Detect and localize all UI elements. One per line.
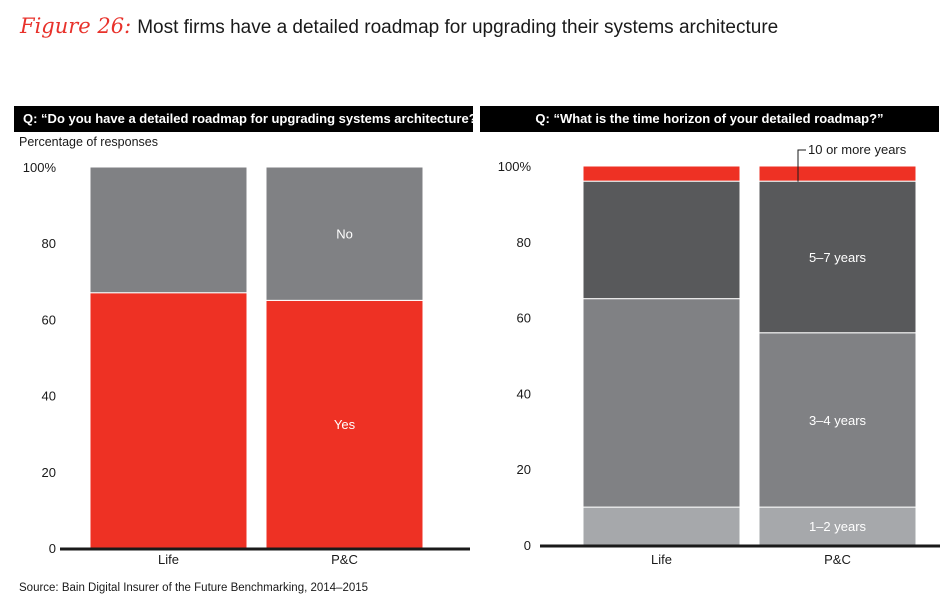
bar-segment-h_3_4 [758, 332, 917, 508]
y-tick-label: 60 [517, 311, 531, 326]
segment-label: 3–4 years [809, 413, 867, 428]
y-tick-label: 20 [517, 462, 531, 477]
bar-segment-h_10 [758, 165, 917, 182]
figure-label: Figure 26: [20, 14, 132, 38]
category-label: Life [651, 552, 672, 567]
bar-segment-yes [89, 292, 248, 549]
y-tick-label: 80 [42, 236, 56, 251]
category-label: P&C [824, 552, 851, 567]
y-tick-label: 0 [49, 541, 56, 556]
bar-segment-h_10 [582, 165, 741, 182]
category-label: P&C [331, 552, 358, 567]
source-note: Source: Bain Digital Insurer of the Futu… [19, 582, 369, 594]
bar-segment-h_3_4 [582, 298, 741, 508]
y-tick-label: 0 [524, 538, 531, 553]
y-tick-label: 60 [42, 312, 56, 327]
y-axis-label: Percentage of responses [19, 135, 158, 149]
segment-label: No [336, 227, 353, 242]
y-tick-label: 40 [42, 389, 56, 404]
bar-segment-no [265, 166, 424, 301]
segment-label: 5–7 years [809, 250, 867, 265]
bar-segment-yes [265, 299, 424, 549]
y-tick-label: 20 [42, 465, 56, 480]
category-label: Life [158, 552, 179, 567]
left-question-bar: Q: “Do you have a detailed roadmap for u… [14, 106, 483, 132]
figure-title-text: Most firms have a detailed roadmap for u… [137, 17, 779, 38]
leader-line [797, 149, 806, 182]
bar-segment-h_5_7 [582, 180, 741, 300]
y-tick-label: 100% [498, 159, 532, 174]
bar-segment-h_1_2 [758, 506, 917, 546]
leader-label: 10 or more years [808, 142, 907, 157]
segment-label: Yes [334, 417, 356, 432]
y-tick-label: 80 [517, 235, 531, 250]
y-tick-label: 100% [23, 160, 57, 175]
bar-segment-h_1_2 [582, 506, 741, 546]
segment-label: 1–2 years [809, 519, 867, 534]
bar-segment-no [89, 166, 248, 294]
y-tick-label: 40 [517, 386, 531, 401]
figure-title: Figure 26: Most firms have a detailed roa… [20, 14, 778, 39]
right-question-bar: Q: “What is the time horizon of your det… [480, 106, 939, 132]
